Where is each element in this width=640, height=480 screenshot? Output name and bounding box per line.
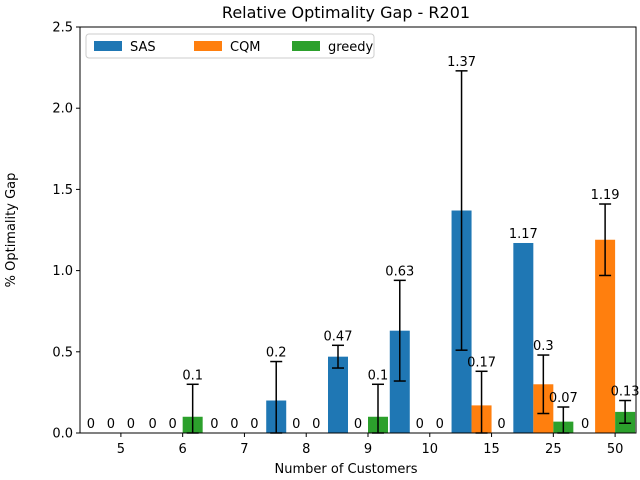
data-label-greedy-8: 0 [312, 417, 320, 432]
data-label-sas-15: 1.37 [447, 55, 476, 70]
x-tick-label: 6 [179, 442, 187, 457]
data-label-greedy-6: 0.1 [182, 368, 203, 383]
data-label-greedy-50: 0.13 [611, 385, 640, 400]
legend-label-greedy: greedy [328, 40, 374, 55]
axes-layer: 0.0 0.5 1.0 1.5 2.0 2.5 5 6 7 8 9 10 15 25 50 [52, 21, 637, 457]
data-label-cqm-9: 0 [354, 417, 362, 432]
data-label-cqm-15: 0.17 [467, 355, 496, 370]
data-label-greedy-7: 0 [250, 417, 258, 432]
data-label-greedy-15: 0 [497, 417, 505, 432]
x-tick-label: 50 [607, 442, 624, 457]
data-label-sas-5: 0 [87, 417, 95, 432]
data-label-sas-7: 0 [210, 417, 218, 432]
data-label-cqm-6: 0 [169, 417, 177, 432]
legend-swatch-cqm [194, 41, 222, 51]
data-label-greedy-5: 0 [127, 417, 135, 432]
legend-label-sas: SAS [130, 40, 156, 55]
bar-sas-25 [513, 242, 534, 433]
legend-swatch-greedy [292, 41, 320, 51]
x-tick-label: 15 [483, 442, 500, 457]
y-tick-label: 2.0 [52, 102, 73, 117]
x-tick-label: 7 [240, 442, 248, 457]
legend-frame [85, 33, 375, 59]
y-tick-label: 1.5 [52, 183, 73, 198]
x-tick-label: 5 [117, 442, 125, 457]
data-label-cqm-8: 0 [292, 417, 300, 432]
y-axis-title: % Optimality Gap [4, 173, 19, 288]
x-tick-label: 10 [422, 442, 439, 457]
x-tick-label: 25 [545, 442, 562, 457]
y-tick-label: 0.0 [52, 427, 73, 442]
data-label-sas-8: 0.2 [266, 346, 287, 361]
errorbars-layer [186, 70, 632, 434]
legend-swatch-sas [94, 41, 122, 51]
plot-frame [79, 26, 637, 434]
data-label-sas-6: 0 [149, 417, 157, 432]
y-tick-label: 0.5 [52, 345, 73, 360]
y-tick-label: 2.5 [52, 21, 73, 36]
data-label-sas-50: 0 [581, 417, 589, 432]
bar-sas-10 [389, 330, 410, 433]
data-label-sas-10: 0.63 [385, 264, 414, 279]
data-label-greedy-10: 0 [436, 417, 444, 432]
bar-cqm-50 [595, 239, 616, 433]
data-label-greedy-9: 0.1 [368, 368, 389, 383]
data-label-cqm-50: 1.19 [591, 188, 620, 203]
data-label-sas-25: 1.17 [509, 227, 538, 242]
bar-sas-9 [328, 356, 348, 433]
data-label-sas-9: 0.47 [324, 329, 353, 344]
data-label-cqm-5: 0 [107, 417, 115, 432]
data-label-cqm-10: 0 [416, 417, 424, 432]
data-label-cqm-25: 0.3 [533, 339, 554, 354]
x-axis-title: Number of Customers [275, 462, 418, 477]
chart-title: Relative Optimality Gap - R201 [222, 3, 470, 22]
x-tick-label: 9 [364, 442, 372, 457]
legend-label-cqm: CQM [230, 40, 261, 55]
x-tick-label: 8 [302, 442, 310, 457]
data-label-cqm-7: 0 [230, 417, 238, 432]
data-label-greedy-25: 0.07 [549, 391, 578, 406]
legend: SAS CQM greedy [85, 33, 375, 59]
y-tick-label: 1.0 [52, 264, 73, 279]
